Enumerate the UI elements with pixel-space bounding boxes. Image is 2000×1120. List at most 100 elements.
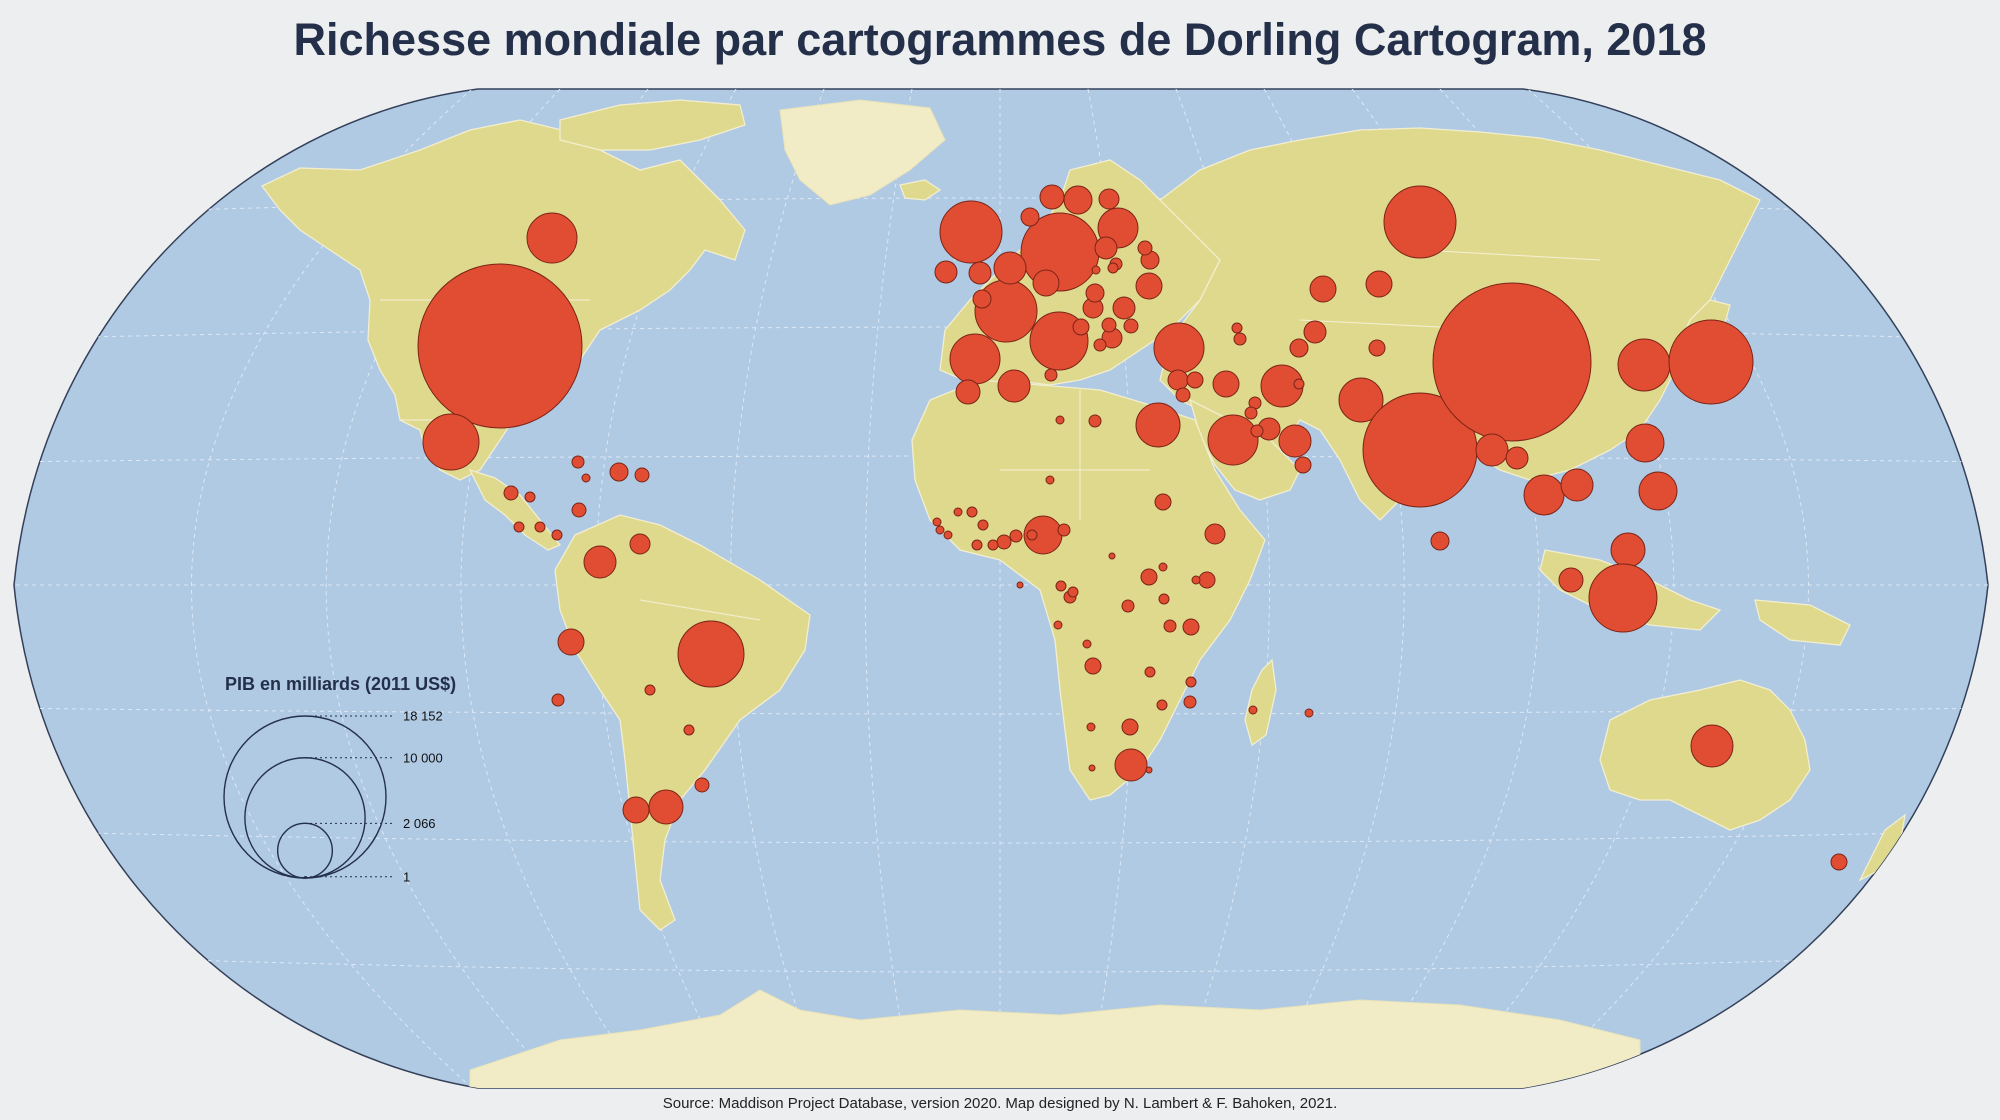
gdp-bubble: [1094, 236, 1118, 260]
gdp-bubble: [968, 261, 992, 285]
madagascar-landmass: [1244, 658, 1277, 747]
gdp-bubbles: [417, 184, 1848, 871]
gdp-bubble: [1191, 575, 1201, 585]
legend-circles: 18 152 10 000 2 066 1: [223, 709, 443, 884]
source-note: Source: Maddison Project Database, versi…: [662, 1095, 1338, 1112]
gdp-bubble: [987, 539, 999, 551]
gdp-bubble: [1182, 618, 1200, 636]
gdp-bubble: [1088, 414, 1102, 428]
gdp-bubble: [1558, 567, 1584, 593]
gdp-bubble: [971, 539, 983, 551]
gdp-bubble: [513, 521, 525, 533]
gdp-bubble: [1207, 414, 1259, 466]
gdp-bubble: [1121, 718, 1139, 736]
gdp-bubble: [622, 796, 650, 824]
gdp-bubble: [1044, 368, 1058, 382]
gdp-bubble: [1144, 666, 1156, 678]
gdp-bubble: [1212, 370, 1240, 398]
gdp-bubble: [1560, 468, 1594, 502]
south-america-landmass: [554, 514, 811, 931]
gdp-bubble: [571, 455, 585, 469]
graticule-meridian: [864, 89, 913, 1088]
map-title: Richesse mondiale par cartogrammes de Do…: [293, 14, 1707, 65]
gdp-bubble: [644, 684, 656, 696]
gdp-bubble: [949, 333, 1001, 385]
gdp-bubble: [1293, 378, 1305, 390]
gdp-bubble: [1289, 338, 1309, 358]
gdp-bubble: [1233, 332, 1247, 346]
gdp-bubble: [1231, 322, 1243, 334]
antarctica-landmass: [469, 989, 1641, 1088]
gdp-bubble: [1830, 853, 1848, 871]
gdp-bubble: [1137, 240, 1153, 256]
gdp-bubble: [551, 693, 565, 707]
gdp-bubble: [1032, 269, 1060, 297]
gdp-bubble: [1303, 320, 1327, 344]
gdp-bubble: [1198, 571, 1216, 589]
gdp-bubble: [1055, 415, 1065, 425]
gdp-bubble: [1112, 296, 1136, 320]
gdp-bubble: [417, 263, 583, 429]
gdp-bubble: [1248, 705, 1258, 715]
gdp-bubble: [1026, 529, 1038, 541]
graticule-meridian: [1439, 89, 1675, 1088]
gdp-bubble: [648, 789, 684, 825]
gdp-bubble: [1084, 657, 1102, 675]
gdp-bubble: [1638, 471, 1678, 511]
gdp-bubble: [1338, 377, 1384, 423]
gdp-bubble: [1009, 529, 1023, 543]
gdp-bubble: [571, 502, 587, 518]
gdp-bubble: [1690, 724, 1734, 768]
gdp-bubble: [1430, 531, 1450, 551]
gdp-bubble: [524, 491, 536, 503]
gdp-bubble: [1135, 402, 1181, 448]
gdp-bubble: [1185, 676, 1197, 688]
gdp-bubble: [526, 212, 578, 264]
gdp-bubble: [677, 620, 745, 688]
gdp-bubble: [1204, 523, 1226, 545]
gdp-bubble: [683, 724, 695, 736]
gdp-bubble: [1045, 475, 1055, 485]
gdp-bubble: [551, 529, 563, 541]
gdp-bubble: [1057, 523, 1071, 537]
gdp-bubble: [1093, 338, 1107, 352]
gdp-bubble: [1153, 322, 1205, 374]
gdp-bubble: [1098, 188, 1120, 210]
legend-label: 10 000: [403, 750, 443, 765]
gdp-bubble: [1016, 581, 1024, 589]
gdp-bubble: [1085, 283, 1105, 303]
gdp-bubble: [996, 534, 1012, 550]
legend-label: 2 066: [403, 816, 436, 831]
graticule-meridian: [325, 89, 561, 1088]
gdp-bubble: [1368, 339, 1386, 357]
graticule-meridian: [730, 89, 825, 1088]
gdp-bubble: [1186, 371, 1204, 389]
gdp-bubble: [694, 777, 710, 793]
gdp-bubble: [1523, 474, 1565, 516]
gdp-bubble: [1145, 766, 1153, 774]
gdp-bubble: [1175, 387, 1191, 403]
gdp-bubble: [629, 533, 651, 555]
gdp-bubble: [972, 289, 992, 309]
gdp-bubble: [1588, 563, 1658, 633]
gdp-bubble: [1505, 446, 1529, 470]
new-guinea-landmass: [1754, 599, 1851, 646]
gdp-bubble: [503, 485, 519, 501]
gdp-bubble: [1475, 433, 1509, 467]
gdp-bubble: [1183, 695, 1197, 709]
gdp-bubble: [1154, 493, 1172, 511]
gdp-bubble: [1244, 406, 1258, 420]
gdp-bubble: [1140, 568, 1158, 586]
graticule-parallel: [14, 953, 1988, 973]
gdp-bubble: [1294, 456, 1312, 474]
gdp-bubble: [634, 467, 650, 483]
gdp-bubble: [955, 379, 981, 405]
gdp-bubble: [583, 545, 617, 579]
gdp-bubble: [1107, 262, 1119, 274]
gdp-bubble: [581, 473, 591, 483]
gdp-bubble: [966, 506, 978, 518]
gdp-bubble: [1158, 562, 1168, 572]
gdp-bubble: [1088, 764, 1096, 772]
gdp-bubble: [993, 251, 1027, 285]
